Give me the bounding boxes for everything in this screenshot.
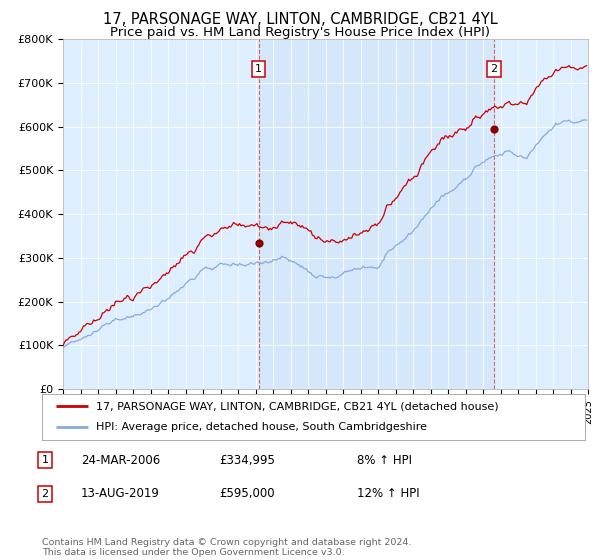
Text: Price paid vs. HM Land Registry's House Price Index (HPI): Price paid vs. HM Land Registry's House … xyxy=(110,26,490,39)
Text: 1: 1 xyxy=(41,455,49,465)
Text: 2: 2 xyxy=(490,64,497,74)
Text: 8% ↑ HPI: 8% ↑ HPI xyxy=(357,454,412,467)
Text: £595,000: £595,000 xyxy=(219,487,275,501)
Text: HPI: Average price, detached house, South Cambridgeshire: HPI: Average price, detached house, Sout… xyxy=(97,422,427,432)
Text: Contains HM Land Registry data © Crown copyright and database right 2024.
This d: Contains HM Land Registry data © Crown c… xyxy=(42,538,412,557)
Text: 17, PARSONAGE WAY, LINTON, CAMBRIDGE, CB21 4YL (detached house): 17, PARSONAGE WAY, LINTON, CAMBRIDGE, CB… xyxy=(97,401,499,411)
Point xyxy=(489,124,499,133)
Text: 1: 1 xyxy=(256,64,262,74)
Text: 13-AUG-2019: 13-AUG-2019 xyxy=(81,487,160,501)
Text: 24-MAR-2006: 24-MAR-2006 xyxy=(81,454,160,467)
Text: 2: 2 xyxy=(41,489,49,499)
Text: 17, PARSONAGE WAY, LINTON, CAMBRIDGE, CB21 4YL: 17, PARSONAGE WAY, LINTON, CAMBRIDGE, CB… xyxy=(103,12,497,27)
Text: 12% ↑ HPI: 12% ↑ HPI xyxy=(357,487,419,501)
Text: £334,995: £334,995 xyxy=(219,454,275,467)
Point xyxy=(254,238,263,247)
Bar xyxy=(259,39,494,389)
